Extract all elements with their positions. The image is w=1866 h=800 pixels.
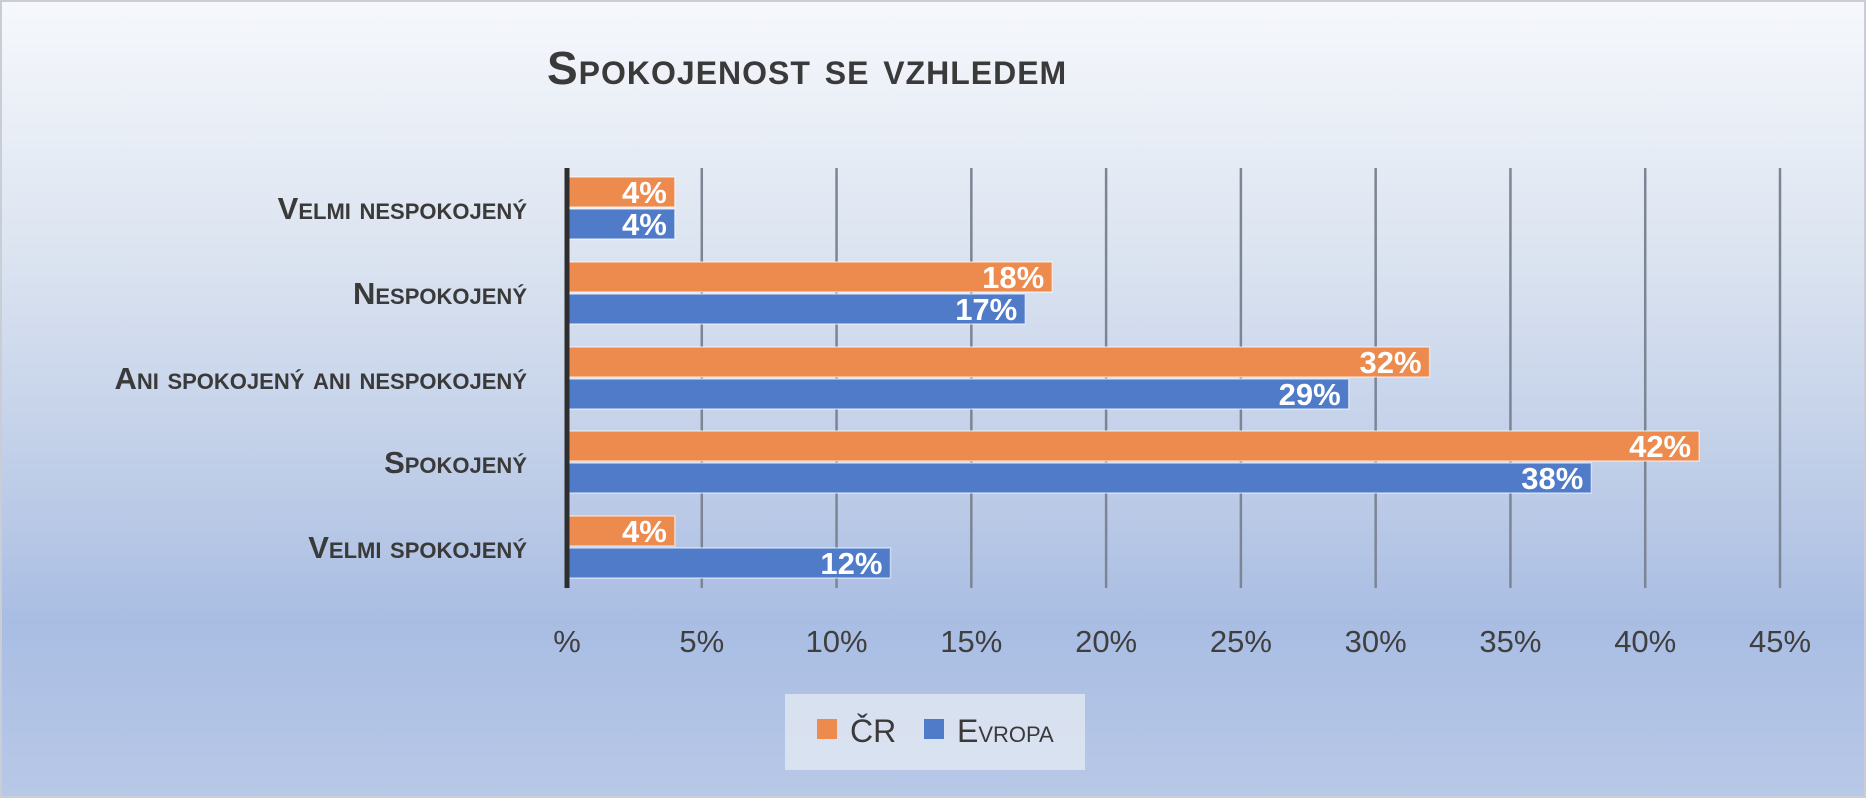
gridlines [700, 168, 1782, 588]
category-label: Nespokojený [353, 276, 527, 311]
legend-swatch [924, 719, 944, 739]
x-tick-label: 15% [940, 624, 1002, 659]
bar-cr [566, 261, 1053, 293]
data-label: 38% [1521, 461, 1583, 496]
x-tick-labels: % 5% 10% 15% 20% 25% 30% 35% 40% 45% [553, 624, 1811, 659]
data-label: 18% [982, 260, 1044, 295]
legend-swatch [817, 719, 837, 739]
category-label: Velmi nespokojený [278, 191, 528, 226]
data-label: 32% [1360, 345, 1422, 380]
bar-cr [566, 176, 676, 208]
bar-evropa [566, 208, 676, 240]
x-tick-label: 25% [1210, 624, 1272, 659]
data-label: 29% [1279, 377, 1341, 412]
legend: ČR Evropa [785, 694, 1085, 770]
data-label: 17% [955, 292, 1017, 327]
x-tick-label: 20% [1075, 624, 1137, 659]
bar-cr [566, 430, 1700, 462]
category-label: Spokojený [384, 445, 527, 480]
category-labels: Velmi nespokojený Nespokojený Ani spokojen… [114, 191, 527, 565]
data-label: 4% [622, 175, 667, 210]
x-tick-label: 5% [679, 624, 724, 659]
x-tick-label: 40% [1614, 624, 1676, 659]
x-tick-label: 30% [1345, 624, 1407, 659]
data-label: 4% [622, 514, 667, 549]
x-tick-label: % [553, 624, 581, 659]
bars: 4%18%32%42%4%4%17%29%38%12% [566, 175, 1700, 581]
x-tick-label: 45% [1749, 624, 1811, 659]
bar-evropa [566, 293, 1026, 325]
bar-evropa [566, 547, 892, 579]
x-tick-label: 35% [1479, 624, 1541, 659]
category-label: Velmi spokojený [308, 530, 527, 565]
bar-evropa [566, 378, 1350, 410]
x-tick-label: 10% [806, 624, 868, 659]
category-label: Ani spokojený ani nespokojený [114, 361, 527, 396]
legend-label: ČR [850, 713, 896, 749]
data-label: 42% [1629, 429, 1691, 464]
data-label: 12% [820, 546, 882, 581]
data-label: 4% [622, 207, 667, 242]
bar-evropa [566, 462, 1593, 494]
bar-cr [566, 346, 1431, 378]
chart-title: Spokojenost se vzhledem [547, 42, 1067, 94]
legend-label: Evropa [957, 713, 1054, 749]
